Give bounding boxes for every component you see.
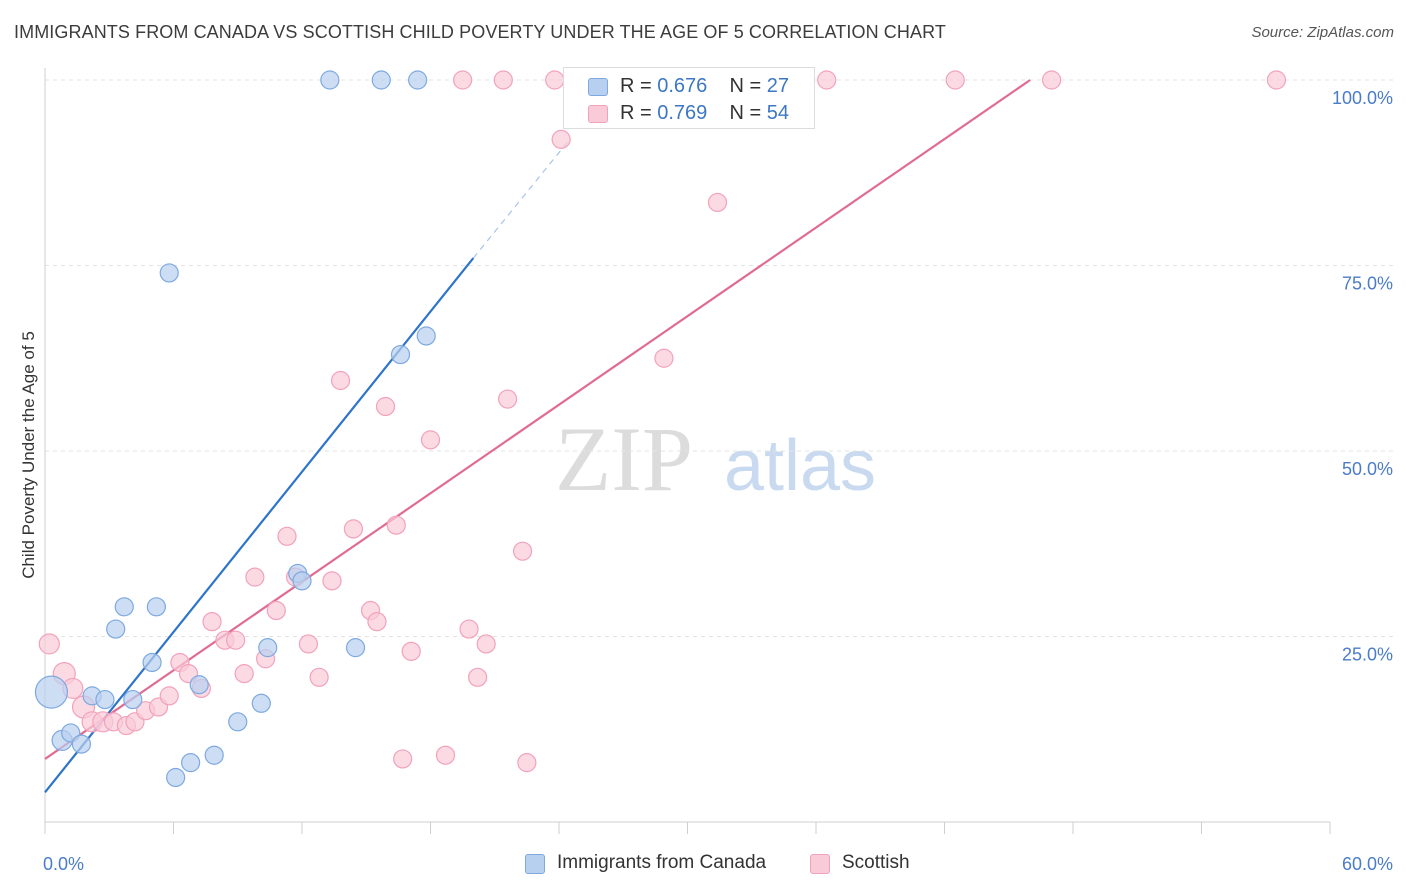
canada-point bbox=[142, 652, 162, 673]
n-value-scottish: 54 bbox=[766, 102, 790, 124]
scottish-point bbox=[226, 630, 246, 650]
correlation-legend: R = 0.676 N = 27 R = 0.769 N = 54 bbox=[563, 67, 815, 129]
n-label: N = bbox=[729, 75, 762, 97]
source-credit: Source: ZipAtlas.com bbox=[1251, 24, 1394, 41]
scottish-point bbox=[322, 571, 342, 591]
y-tick-label: 25.0% bbox=[1342, 645, 1393, 665]
canada-point bbox=[159, 263, 179, 283]
scottish-point bbox=[498, 389, 518, 409]
scottish-point bbox=[367, 612, 387, 632]
canada-point bbox=[320, 70, 340, 90]
scottish-point bbox=[512, 541, 533, 561]
canada-point bbox=[371, 70, 391, 90]
scottish-point bbox=[375, 396, 396, 417]
scottish-swatch bbox=[588, 105, 608, 123]
scottish-point bbox=[330, 370, 351, 391]
canada-point bbox=[251, 693, 271, 713]
canada-point bbox=[106, 619, 126, 639]
scottish-point bbox=[202, 612, 222, 632]
scottish-point bbox=[476, 634, 496, 654]
watermark-zip: ZIP bbox=[555, 408, 693, 510]
canada-point bbox=[114, 597, 134, 617]
trend-line-scottish bbox=[44, 79, 1031, 760]
canada-point bbox=[408, 70, 428, 90]
scottish-point bbox=[38, 633, 60, 655]
canada-point bbox=[166, 767, 186, 788]
r-label: R = bbox=[620, 102, 652, 124]
canada-point bbox=[416, 326, 436, 346]
scottish-point bbox=[277, 526, 297, 546]
canada-point bbox=[95, 689, 115, 710]
canada-legend-swatch bbox=[525, 854, 545, 874]
scottish-point bbox=[707, 192, 728, 213]
scottish-legend-label: Scottish bbox=[842, 852, 910, 873]
scottish-point bbox=[817, 70, 837, 90]
canada-point bbox=[146, 597, 166, 617]
scottish-point bbox=[386, 515, 406, 535]
canada-point bbox=[258, 638, 278, 658]
canada-point bbox=[189, 675, 209, 695]
scottish-point bbox=[453, 70, 473, 90]
scottish-point bbox=[393, 749, 413, 769]
scottish-point bbox=[459, 619, 479, 639]
canada-legend-label: Immigrants from Canada bbox=[557, 852, 767, 873]
canada-point bbox=[71, 734, 92, 754]
canada-point bbox=[204, 745, 224, 765]
x-tick-label-max: 60.0% bbox=[1342, 854, 1393, 874]
scottish-point bbox=[234, 663, 254, 684]
scottish-point bbox=[493, 70, 513, 90]
scottish-point bbox=[435, 745, 456, 765]
canada-point bbox=[181, 753, 201, 773]
scottish-point bbox=[545, 70, 565, 90]
scottish-point bbox=[551, 129, 571, 149]
scottish-point bbox=[159, 686, 179, 706]
y-tick-label: 75.0% bbox=[1342, 274, 1393, 294]
scottish-point bbox=[401, 641, 421, 661]
watermark-atlas: atlas bbox=[724, 426, 876, 506]
canada-point bbox=[34, 675, 69, 709]
scottish-point bbox=[420, 430, 441, 450]
canada-swatch bbox=[588, 78, 608, 96]
n-value-canada: 27 bbox=[766, 75, 790, 97]
canada-point bbox=[123, 689, 143, 710]
y-tick-label: 50.0% bbox=[1342, 459, 1393, 479]
r-label: R = bbox=[620, 75, 652, 97]
n-label: N = bbox=[729, 102, 762, 124]
scottish-point bbox=[468, 667, 488, 687]
chart-title: IMMIGRANTS FROM CANADA VS SCOTTISH CHILD… bbox=[14, 22, 946, 42]
scottish-point bbox=[343, 519, 363, 539]
canada-point bbox=[345, 638, 366, 658]
scottish-point bbox=[1266, 70, 1287, 90]
scottish-point bbox=[945, 70, 965, 90]
canada-point bbox=[228, 712, 248, 732]
trend-extension-canada bbox=[472, 138, 571, 259]
scottish-point bbox=[517, 753, 537, 773]
scottish-point bbox=[298, 634, 319, 654]
y-tick-label: 100.0% bbox=[1332, 88, 1393, 108]
scottish-point bbox=[266, 600, 286, 621]
canada-point bbox=[292, 571, 312, 591]
r-value-scottish: 0.769 bbox=[657, 102, 708, 124]
canada-point bbox=[390, 344, 411, 365]
x-tick-label-min: 0.0% bbox=[43, 854, 84, 874]
scottish-point bbox=[654, 348, 674, 368]
scottish-point bbox=[309, 667, 329, 687]
scottish-point bbox=[1041, 70, 1062, 90]
y-axis-label: Child Poverty Under the Age of 5 bbox=[19, 331, 38, 579]
r-value-canada: 0.676 bbox=[657, 75, 708, 97]
scottish-point bbox=[245, 567, 265, 587]
scottish-legend-swatch bbox=[810, 854, 830, 874]
